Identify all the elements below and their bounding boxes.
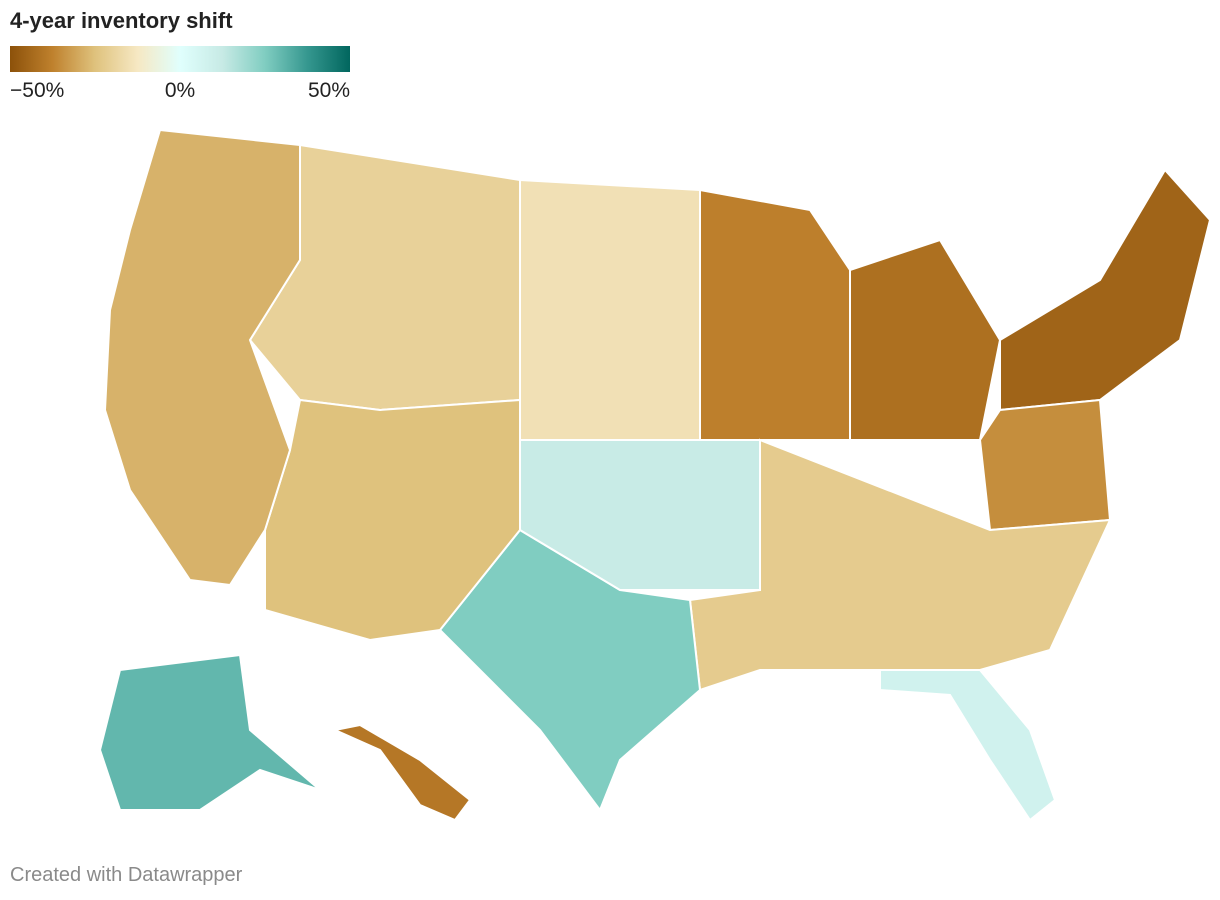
choropleth-map[interactable]: NortheastGreat LakesUpper Midwest Mid-Atl…	[0, 110, 1220, 830]
region-pacific[interactable]: Pacific	[103, 128, 301, 587]
legend-gradient-bar	[10, 46, 350, 72]
color-legend: −50% 0% 50%	[10, 46, 350, 107]
region-florida[interactable]: Florida	[879, 669, 1057, 822]
legend-max-label: 50%	[307, 79, 350, 102]
legend-mid-label: 0%	[164, 79, 196, 102]
region-northeast[interactable]: Northeast	[999, 168, 1212, 412]
datawrapper-credit: Created with Datawrapper	[10, 864, 243, 886]
region-hawaii[interactable]: Hawaii	[331, 723, 472, 822]
region-alaska[interactable]: Alaska	[98, 653, 321, 811]
region-mid-atlantic[interactable]: Mid-Atlantic	[978, 398, 1112, 532]
legend-min-label: −50%	[10, 79, 65, 102]
region-great-lakes[interactable]: Great Lakes	[849, 238, 1002, 441]
region-northern-plains[interactable]: Northern Plains	[519, 178, 701, 441]
region-upper-midwest[interactable]: Upper Midwest	[699, 188, 851, 441]
map-title: 4-year inventory shift	[10, 8, 233, 33]
